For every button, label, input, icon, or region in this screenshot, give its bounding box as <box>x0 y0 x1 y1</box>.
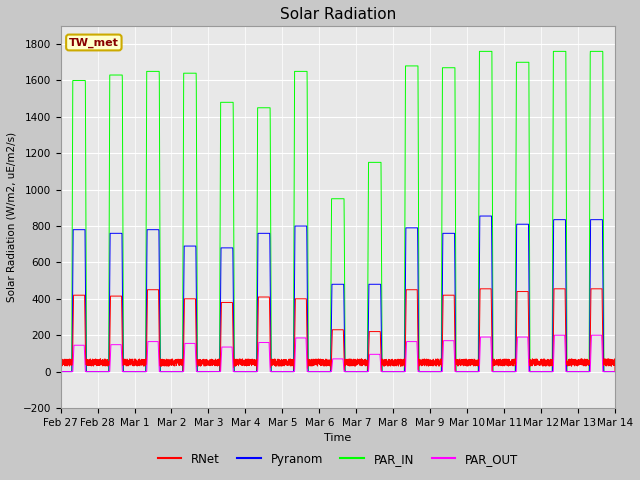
Legend: RNet, Pyranom, PAR_IN, PAR_OUT: RNet, Pyranom, PAR_IN, PAR_OUT <box>153 448 523 471</box>
PAR_OUT <box>57 369 65 374</box>
PAR_OUT <box>493 369 501 374</box>
RNet <box>431 360 439 366</box>
PAR_IN <box>156 319 164 325</box>
PAR_IN <box>611 369 619 374</box>
Pyranom <box>156 369 164 374</box>
Line: Pyranom: Pyranom <box>61 216 615 372</box>
RNet <box>156 362 164 368</box>
Y-axis label: Solar Radiation (W/m2, uE/m2/s): Solar Radiation (W/m2, uE/m2/s) <box>7 132 17 302</box>
Line: PAR_OUT: PAR_OUT <box>61 335 615 372</box>
PAR_OUT <box>431 369 439 374</box>
Line: RNet: RNet <box>61 289 615 372</box>
RNet <box>493 361 501 367</box>
Text: TW_met: TW_met <box>69 37 119 48</box>
PAR_IN <box>317 369 325 374</box>
RNet <box>611 357 618 363</box>
PAR_IN <box>493 369 501 374</box>
RNet <box>476 286 484 292</box>
PAR_IN <box>462 369 470 374</box>
Title: Solar Radiation: Solar Radiation <box>280 7 396 22</box>
X-axis label: Time: Time <box>324 433 351 443</box>
Pyranom <box>476 213 484 219</box>
RNet <box>317 361 325 367</box>
PAR_IN <box>57 369 65 374</box>
PAR_OUT <box>156 369 164 374</box>
RNet <box>57 359 65 364</box>
Pyranom <box>462 369 470 374</box>
Pyranom <box>431 369 439 374</box>
RNet <box>611 369 619 374</box>
PAR_IN <box>611 369 618 374</box>
PAR_OUT <box>550 332 558 338</box>
RNet <box>462 362 470 368</box>
PAR_IN <box>431 369 439 374</box>
PAR_IN <box>476 48 483 54</box>
Pyranom <box>493 369 501 374</box>
Pyranom <box>317 369 325 374</box>
Line: PAR_IN: PAR_IN <box>61 51 615 372</box>
PAR_OUT <box>317 369 325 374</box>
PAR_OUT <box>462 369 470 374</box>
PAR_OUT <box>611 369 619 374</box>
Pyranom <box>611 369 618 374</box>
Pyranom <box>611 369 619 374</box>
Pyranom <box>57 369 65 374</box>
PAR_OUT <box>611 369 618 374</box>
